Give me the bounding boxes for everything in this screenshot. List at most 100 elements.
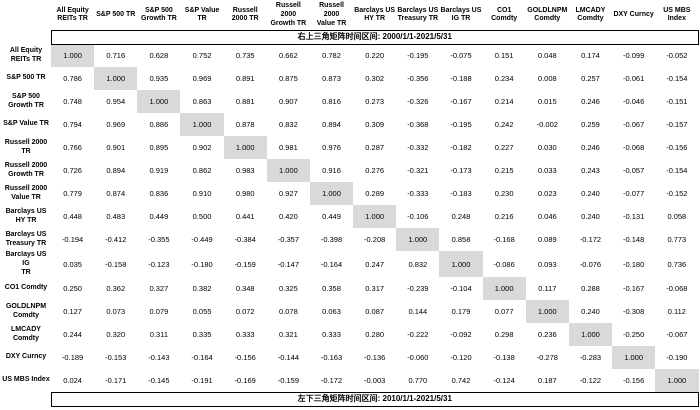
correlation-cell: 0.441 xyxy=(235,212,255,221)
correlation-cell: -0.147 xyxy=(277,259,299,269)
correlation-cell: 0.317 xyxy=(365,284,385,294)
column-header: All Equity REITs TR xyxy=(56,6,89,23)
row-header: DXY Curncy xyxy=(5,353,47,361)
correlation-cell: -0.368 xyxy=(407,120,429,129)
row-header: Russell 2000 Value TR xyxy=(4,184,48,201)
correlation-cell: 0.215 xyxy=(494,166,514,175)
matrix-row: Russell 2000 TR 0.766 0.901 0.895 0.902 1.000… xyxy=(1,136,699,159)
correlation-cell: -0.398 xyxy=(320,235,343,244)
correlation-cell: 0.794 xyxy=(63,120,82,129)
correlation-cell: 0.311 xyxy=(149,330,168,340)
diagonal-cell: 1.000 xyxy=(51,44,95,67)
matrix-row: DXY Curncy -0.189 -0.153 -0.143 -0.164 -0.156… xyxy=(1,346,699,370)
correlation-cell: 0.174 xyxy=(581,51,600,61)
correlation-cell: -0.144 xyxy=(277,353,299,363)
correlation-cell: 0.420 xyxy=(278,212,298,221)
matrix-row: S&P Value TR 0.794 0.969 0.886 1.000 0.878 0.8… xyxy=(1,113,699,136)
diagonal-cell: 1.000 xyxy=(353,205,397,228)
correlation-cell: 0.980 xyxy=(235,189,255,198)
correlation-cell: -0.156 xyxy=(666,143,688,152)
correlation-cell: -0.124 xyxy=(493,376,515,385)
correlation-cell: 0.288 xyxy=(581,284,600,294)
correlation-cell: -0.208 xyxy=(364,235,386,244)
correlation-cell: 0.024 xyxy=(63,376,82,385)
correlation-cell: -0.106 xyxy=(407,212,429,221)
correlation-cell: 0.077 xyxy=(494,307,514,317)
correlation-cell: -0.194 xyxy=(61,235,84,244)
correlation-cell: 0.240 xyxy=(581,307,600,317)
correlation-cell: -0.052 xyxy=(666,51,688,61)
correlation-cell: -0.151 xyxy=(666,97,688,106)
correlation-cell: 0.782 xyxy=(322,51,341,61)
correlation-cell: 0.910 xyxy=(192,189,212,198)
correlation-cell: -0.153 xyxy=(105,353,127,363)
correlation-cell: -0.183 xyxy=(450,189,472,198)
correlation-cell: -0.092 xyxy=(450,330,472,340)
correlation-cell: 0.247 xyxy=(365,259,385,269)
correlation-cell: -0.239 xyxy=(407,284,429,294)
correlation-cell: -0.169 xyxy=(234,376,256,385)
correlation-cell: 0.216 xyxy=(494,212,514,221)
correlation-cell: 0.302 xyxy=(365,74,385,83)
correlation-cell: 0.244 xyxy=(63,330,82,340)
correlation-cell: 0.894 xyxy=(322,120,341,129)
correlation-cell: -0.068 xyxy=(666,284,688,294)
correlation-cell: 0.742 xyxy=(451,376,471,385)
correlation-cell: 0.662 xyxy=(278,51,298,61)
correlation-cell: -0.164 xyxy=(320,259,343,269)
correlation-cell: 0.836 xyxy=(149,189,169,198)
correlation-cell: -0.164 xyxy=(191,353,213,363)
diagonal-cell: 1.000 xyxy=(655,369,699,393)
column-header: DXY Curncy xyxy=(613,10,654,18)
correlation-cell: 0.214 xyxy=(494,97,514,106)
row-header: GOLDLNPM Comdty xyxy=(5,303,47,319)
correlation-cell: 0.035 xyxy=(63,259,82,269)
diagonal-cell: 1.000 xyxy=(439,251,483,278)
correlation-cell: 0.832 xyxy=(408,259,428,269)
correlation-cell: 0.816 xyxy=(322,97,341,106)
correlation-cell: 0.770 xyxy=(408,376,428,385)
column-header: Russell 2000 Value TR xyxy=(316,2,347,27)
correlation-cell: 0.240 xyxy=(581,212,600,221)
correlation-cell: -0.067 xyxy=(622,120,645,129)
correlation-cell: 0.117 xyxy=(538,284,557,294)
correlation-cell: 0.875 xyxy=(278,74,298,83)
row-header: S&P 500 TR xyxy=(6,74,46,82)
correlation-cell: 0.079 xyxy=(149,307,169,317)
correlation-cell: -0.122 xyxy=(579,376,602,385)
correlation-cell: 0.289 xyxy=(365,189,385,198)
correlation-cell: 0.093 xyxy=(537,259,557,269)
correlation-cell: 0.735 xyxy=(235,51,255,61)
note-spacer xyxy=(1,30,51,44)
correlation-cell: 0.358 xyxy=(322,284,341,294)
correlation-cell: 0.858 xyxy=(451,235,471,244)
correlation-cell: 0.309 xyxy=(365,120,385,129)
correlation-cell: 0.362 xyxy=(106,284,126,294)
correlation-cell: 0.969 xyxy=(106,120,126,129)
correlation-cell: 0.055 xyxy=(192,307,212,317)
matrix-row: US MBS Index 0.024 -0.171 -0.145 -0.191 -0.16… xyxy=(1,369,699,393)
row-header: Barclays US Treasury TR xyxy=(5,230,47,247)
correlation-cell: -0.195 xyxy=(407,51,429,61)
correlation-cell: -0.123 xyxy=(148,259,170,269)
correlation-cell: -0.154 xyxy=(666,74,688,83)
correlation-cell: 0.969 xyxy=(192,74,212,83)
correlation-cell: 0.087 xyxy=(365,307,385,317)
correlation-cell: -0.154 xyxy=(666,166,688,175)
correlation-cell: -0.412 xyxy=(105,235,127,244)
correlation-cell: -0.222 xyxy=(407,330,429,340)
correlation-cell: 0.236 xyxy=(537,330,557,340)
row-header: US MBS Index xyxy=(2,376,50,384)
column-header: Russell 2000 TR xyxy=(231,6,259,23)
correlation-cell: -0.384 xyxy=(234,235,256,244)
correlation-cell: 0.179 xyxy=(451,307,471,317)
diagonal-cell: 1.000 xyxy=(482,277,526,301)
correlation-cell: -0.182 xyxy=(450,143,472,152)
correlation-cell: -0.002 xyxy=(536,120,558,129)
correlation-cell: 0.716 xyxy=(106,51,126,61)
correlation-cell: 0.015 xyxy=(537,97,557,106)
row-header: Barclays US HY TR xyxy=(5,207,47,224)
lower-triangle-period-note: 左下三角矩阵时间区间: 2010/1/1-2021/5/31 xyxy=(50,391,699,407)
